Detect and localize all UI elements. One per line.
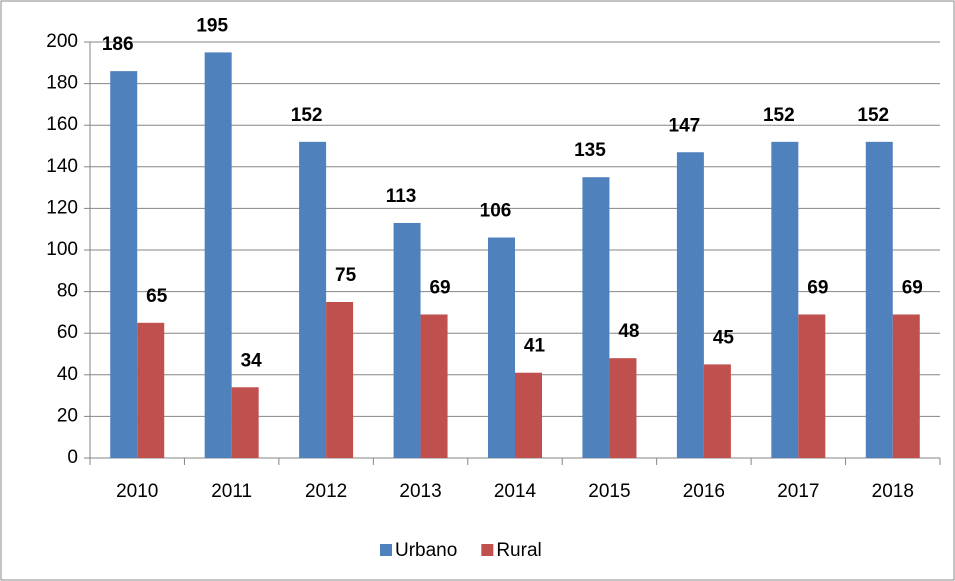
value-label: 41 xyxy=(524,336,546,357)
bar xyxy=(771,141,799,458)
legend-swatch xyxy=(380,544,392,556)
bar xyxy=(488,237,515,458)
value-label: 152 xyxy=(763,105,795,126)
value-label: 113 xyxy=(386,186,417,207)
value-label: 135 xyxy=(574,140,606,161)
value-label: 186 xyxy=(102,34,134,55)
legend-swatch xyxy=(481,544,494,556)
value-label: 69 xyxy=(902,277,923,298)
value-label: 45 xyxy=(713,327,735,348)
bar xyxy=(582,177,610,458)
y-tick-label: 20 xyxy=(57,405,78,426)
x-tick-label: 2016 xyxy=(683,481,725,502)
x-tick-label: 2018 xyxy=(872,481,914,502)
y-tick-label: 100 xyxy=(46,239,78,260)
y-tick-label: 180 xyxy=(46,73,78,94)
y-tick-label: 60 xyxy=(57,322,78,343)
bar xyxy=(676,152,704,459)
bar xyxy=(609,358,637,458)
value-label: 152 xyxy=(857,105,889,126)
bar xyxy=(892,314,920,458)
value-label: 75 xyxy=(335,265,357,286)
bar xyxy=(703,364,731,458)
bar xyxy=(231,387,259,458)
bar xyxy=(137,322,165,458)
x-tick-label: 2015 xyxy=(588,481,630,502)
bar xyxy=(865,141,893,458)
value-label: 152 xyxy=(291,105,323,126)
bar xyxy=(798,314,826,458)
value-label: 195 xyxy=(196,15,228,36)
bar xyxy=(515,372,542,458)
value-label: 106 xyxy=(480,201,512,222)
bar xyxy=(393,222,421,458)
value-label: 147 xyxy=(669,115,701,136)
y-tick-label: 80 xyxy=(57,281,78,302)
value-label: 48 xyxy=(618,321,639,342)
x-tick-label: 2017 xyxy=(777,481,819,502)
x-tick-label: 2013 xyxy=(399,481,441,502)
y-tick-label: 0 xyxy=(67,447,78,468)
y-tick-label: 160 xyxy=(46,114,78,135)
y-tick-label: 140 xyxy=(46,156,78,177)
value-label: 65 xyxy=(146,286,168,307)
x-tick-label: 2010 xyxy=(116,481,158,502)
x-tick-label: 2012 xyxy=(305,481,347,502)
x-tick-label: 2014 xyxy=(494,481,537,502)
y-tick-label: 200 xyxy=(46,31,78,52)
legend-label: Rural xyxy=(496,540,541,561)
bar xyxy=(420,314,448,458)
x-tick-label: 2011 xyxy=(211,481,252,502)
bar xyxy=(326,302,354,458)
bar xyxy=(204,52,232,459)
y-tick-label: 40 xyxy=(57,364,78,385)
value-label: 34 xyxy=(241,350,263,371)
y-tick-label: 120 xyxy=(46,197,78,218)
value-label: 69 xyxy=(807,277,828,298)
bar xyxy=(299,141,327,458)
value-label: 69 xyxy=(429,277,450,298)
bar xyxy=(110,71,138,459)
legend-label: Urbano xyxy=(395,540,457,561)
